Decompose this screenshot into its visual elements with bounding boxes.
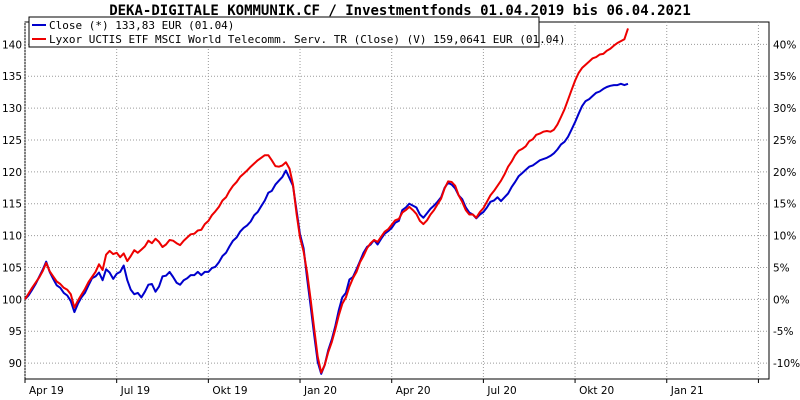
- x-tick-label: Okt 20: [579, 385, 614, 397]
- y-tick-right: 35%: [773, 71, 796, 83]
- y-tick-right: 5%: [773, 262, 790, 274]
- chart-title: DEKA-DIGITALE KOMMUNIK.CF / Investmentfo…: [109, 3, 691, 19]
- x-axis: Apr 19 Jul 19 Okt 19 Jan 20 Apr 20 Jul 20 Okt …: [24, 379, 759, 397]
- y-axis-left: 90 95 100 105 110 115 120 125 130 135 140: [2, 39, 22, 370]
- y-tick-left: 120: [2, 167, 22, 179]
- y-tick-left: 115: [2, 199, 22, 211]
- series-group: [24, 28, 629, 375]
- x-tick-label: Jan 20: [303, 385, 337, 397]
- y-tick-left: 90: [9, 358, 22, 370]
- y-tick-right: 20%: [773, 167, 796, 179]
- y-tick-left: 130: [2, 103, 22, 115]
- y-tick-right: -10%: [773, 358, 800, 370]
- x-tick-label: Apr 19: [29, 385, 64, 397]
- legend-label: Lyxor UCTIS ETF MSCI World Telecomm. Ser…: [49, 33, 566, 46]
- y-tick-right: 25%: [773, 135, 796, 147]
- x-tick-label: Jul 20: [486, 385, 516, 397]
- y-tick-left: 140: [2, 39, 22, 51]
- y-tick-left: 105: [2, 262, 22, 274]
- y-tick-left: 110: [2, 231, 22, 243]
- y-axis-right: -10% -5% 0% 5% 10% 15% 20% 25% 30% 35% 40%: [773, 39, 800, 370]
- y-tick-right: -5%: [773, 326, 793, 338]
- y-tick-right: 10%: [773, 231, 796, 243]
- y-tick-right: 40%: [773, 39, 796, 51]
- y-tick-right: 30%: [773, 103, 796, 115]
- legend: Close (*) 133,83 EUR (01.04)Lyxor UCTIS …: [28, 16, 566, 48]
- legend-box: [28, 16, 540, 48]
- series-lyxor-line: [24, 28, 629, 374]
- y-tick-left: 100: [2, 294, 22, 306]
- x-tick-label: Jan 21: [670, 385, 704, 397]
- y-tick-right: 15%: [773, 199, 796, 211]
- x-tick-label: Apr 20: [396, 385, 431, 397]
- plot-area: [24, 21, 770, 380]
- y-tick-left: 125: [2, 135, 22, 147]
- x-tick-label: Okt 19: [212, 385, 247, 397]
- legend-label: Close (*) 133,83 EUR (01.04): [49, 19, 234, 32]
- y-tick-left: 135: [2, 71, 22, 83]
- y-tick-right: 0%: [773, 294, 790, 306]
- x-tick-label: Jul 19: [120, 385, 150, 397]
- y-tick-left: 95: [9, 326, 22, 338]
